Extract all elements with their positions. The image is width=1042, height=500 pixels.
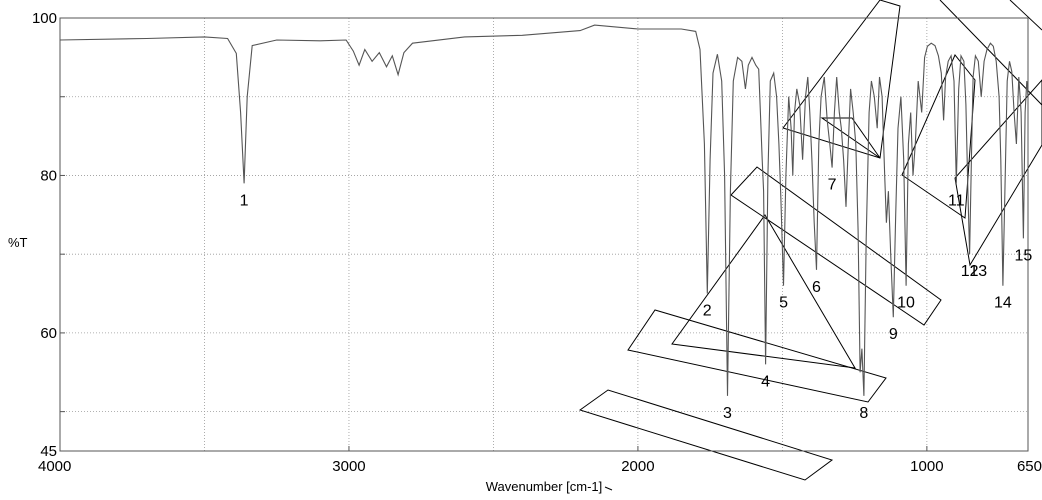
spectrum-line: [59, 24, 1029, 396]
peak-label: 15: [1014, 247, 1032, 264]
peak-label: 8: [859, 405, 868, 422]
peak-label: 5: [779, 295, 788, 312]
overlay-shape: [901, 54, 976, 219]
x-tick-label: 3000: [332, 458, 365, 475]
y-tick-label: 80: [40, 167, 57, 184]
x-tick-label: 1000: [910, 458, 943, 475]
peak-label: 14: [994, 295, 1012, 312]
overlay-shape: [1009, 0, 1042, 31]
peak-label: 13: [969, 263, 987, 280]
peak-label: 11: [948, 192, 965, 209]
x-tick-label: 4000: [38, 458, 71, 475]
overlay-shape: [954, 79, 1042, 267]
x-axis-title: Wavenumber [cm-1]: [486, 479, 603, 494]
peak-label: 1: [240, 192, 249, 209]
overlay-shape: [820, 117, 881, 159]
peak-label: 4: [761, 373, 770, 390]
grid-lines: [60, 18, 1028, 451]
overlay-shape: [627, 309, 887, 403]
overlay-shape: [730, 166, 942, 326]
y-tick-label: 100: [32, 10, 57, 27]
peak-label: 3: [723, 405, 732, 422]
decorative-overlay: [578, 0, 1042, 491]
overlay-shape: [671, 214, 856, 369]
peak-label: 9: [889, 326, 898, 343]
overlay-shape: [578, 389, 834, 481]
peak-label: 2: [703, 303, 712, 320]
peak-label: 6: [812, 279, 821, 296]
overlay-shape: [604, 486, 613, 491]
plot-frame: [59, 17, 1029, 452]
y-tick-label: 60: [40, 325, 57, 342]
peak-label: 7: [828, 177, 837, 194]
peak-label: 10: [897, 295, 915, 312]
peak-label: 12: [961, 263, 979, 280]
x-tick-label: 650: [1017, 458, 1042, 475]
y-axis-title: %T: [8, 235, 28, 250]
x-tick-label: 2000: [621, 458, 654, 475]
y-tick-label: 45: [40, 443, 57, 460]
